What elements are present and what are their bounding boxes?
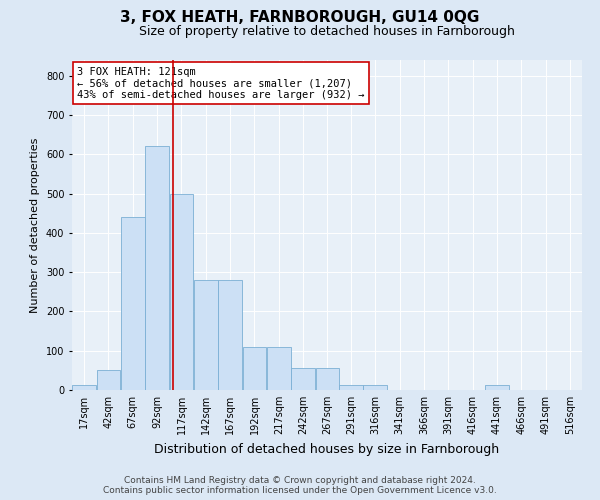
X-axis label: Distribution of detached houses by size in Farnborough: Distribution of detached houses by size … — [154, 442, 500, 456]
Bar — [292, 368, 315, 390]
Bar — [218, 280, 242, 390]
Bar — [243, 347, 266, 390]
Bar — [170, 194, 193, 390]
Bar — [485, 386, 509, 390]
Bar — [97, 370, 120, 390]
Text: 3, FOX HEATH, FARNBOROUGH, GU14 0QG: 3, FOX HEATH, FARNBOROUGH, GU14 0QG — [121, 10, 479, 25]
Bar — [339, 386, 362, 390]
Bar — [267, 347, 290, 390]
Bar — [194, 280, 218, 390]
Bar — [73, 386, 96, 390]
Y-axis label: Number of detached properties: Number of detached properties — [31, 138, 40, 312]
Title: Size of property relative to detached houses in Farnborough: Size of property relative to detached ho… — [139, 25, 515, 38]
Bar — [121, 217, 145, 390]
Text: Contains HM Land Registry data © Crown copyright and database right 2024.
Contai: Contains HM Land Registry data © Crown c… — [103, 476, 497, 495]
Text: 3 FOX HEATH: 121sqm
← 56% of detached houses are smaller (1,207)
43% of semi-det: 3 FOX HEATH: 121sqm ← 56% of detached ho… — [77, 66, 365, 100]
Bar — [364, 386, 387, 390]
Bar — [316, 368, 339, 390]
Bar — [145, 146, 169, 390]
